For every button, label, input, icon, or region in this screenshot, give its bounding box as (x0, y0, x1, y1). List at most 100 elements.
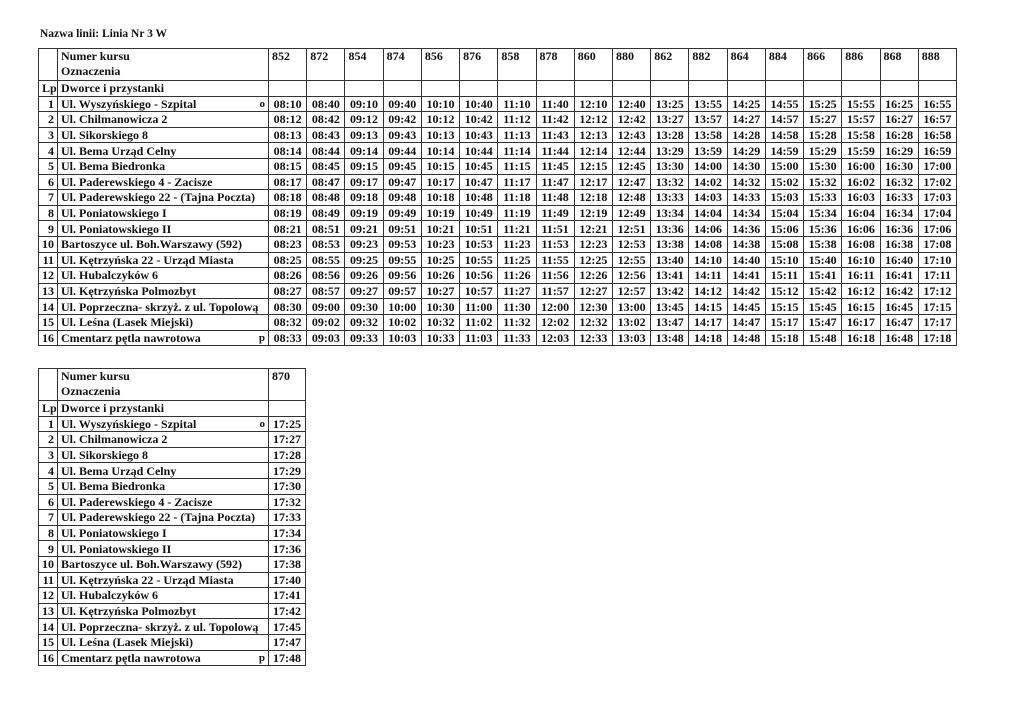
stop-number: 1 (38, 415, 58, 433)
departure-time: 09:23 (344, 235, 384, 253)
stop-name-wrap: Ul. Kętrzyńska Polmozbyt (61, 604, 265, 618)
departure-time: 17:34 (268, 524, 306, 542)
stop-name: Ul. Poprzeczna- skrzyż. z ul. Topolową (61, 299, 259, 314)
departure-time: 12:03 (535, 329, 575, 347)
departure-time: 17:38 (268, 555, 306, 573)
departure-time: 15:10 (764, 251, 805, 269)
departure-time: 13:42 (650, 282, 690, 300)
stop-name: Ul. Sikorskiego 8 (61, 448, 149, 463)
marks-label: Oznaczenia (61, 64, 121, 78)
departure-time: 09:43 (382, 126, 422, 144)
departure-time: 08:40 (306, 95, 346, 113)
departure-time: 10:47 (459, 173, 499, 191)
stop-name: Ul. Chilmanowicza 2 (61, 432, 168, 447)
stop-name: Ul. Wyszyńskiego - Szpital (61, 416, 197, 431)
departure-time: 09:21 (344, 220, 384, 237)
empty-cell (841, 80, 881, 97)
departure-time: 11:44 (535, 142, 575, 159)
departure-time: 12:49 (611, 204, 652, 222)
departure-time: 10:33 (420, 329, 461, 347)
empty-cell (917, 80, 958, 97)
stop-number: 16 (38, 329, 58, 347)
departure-time: 10:25 (420, 251, 461, 269)
course-label-cell: Numer kursu Oznaczenia (57, 368, 269, 401)
departure-time: 16:03 (841, 189, 881, 206)
departure-time: 08:27 (267, 282, 308, 300)
departure-time: 13:55 (688, 95, 728, 113)
departure-time: 12:30 (573, 298, 613, 315)
stop-row: 7 Ul. Paderewskiego 22 - (Tajna Poczta) 08… (38, 189, 958, 206)
departure-time: 16:27 (879, 111, 919, 128)
stop-mark: p (258, 331, 265, 344)
departure-time: 16:18 (841, 329, 881, 347)
departure-time: 11:18 (497, 189, 537, 206)
stop-name-wrap: Ul. Bema Urząd Celny (61, 464, 265, 478)
departure-time: 14:25 (726, 95, 766, 113)
stop-name-wrap: Ul. Bema Biedronka (61, 159, 265, 173)
course-number: 854 (344, 48, 384, 81)
stop-name-wrap: Ul. Poniatowskiego II (61, 542, 265, 556)
departure-time: 15:00 (764, 157, 805, 175)
departure-time: 08:45 (306, 157, 346, 175)
stop-name-cell: Ul. Sikorskiego 8 (57, 446, 269, 464)
departure-time: 10:00 (382, 298, 422, 315)
departure-time: 13:38 (650, 235, 690, 253)
course-number: 864 (726, 48, 766, 81)
departure-time: 09:15 (344, 157, 384, 175)
stop-row: 7 Ul. Paderewskiego 22 - (Tajna Poczta) 17… (38, 509, 306, 526)
departure-time: 16:38 (879, 235, 919, 253)
departure-time: 09:14 (344, 142, 384, 159)
departure-time: 10:15 (420, 157, 461, 175)
departure-time: 15:58 (841, 126, 881, 144)
departure-time: 11:15 (497, 157, 537, 175)
departure-time: 13:02 (611, 313, 652, 331)
stop-name-cell: Ul. Poprzeczna- skrzyż. z ul. Topolową (57, 618, 269, 635)
stop-name-cell: Bartoszyce ul. Boh.Warszawy (592) (57, 555, 269, 573)
stop-name-cell: Ul. Hubalczyków 6 (57, 267, 269, 284)
header-row: Numer kursu Oznaczenia 852 872 854 874 856 876 8… (38, 48, 958, 81)
course-number: 880 (611, 48, 652, 81)
departure-time: 17:42 (268, 602, 306, 620)
stop-number: 10 (38, 235, 58, 253)
departure-time: 15:57 (841, 111, 881, 128)
departure-time: 17:36 (268, 540, 306, 557)
departure-time: 17:03 (917, 189, 958, 206)
empty-cell (688, 80, 728, 97)
departure-time: 14:27 (726, 111, 766, 128)
stop-mark: p (258, 651, 265, 664)
departure-time: 11:17 (497, 173, 537, 191)
departure-time: 10:18 (420, 189, 461, 206)
departure-time: 17:15 (917, 298, 958, 315)
stop-name-cell: Ul. Bema Biedronka (57, 157, 269, 175)
departure-time: 14:15 (688, 298, 728, 315)
departure-time: 17:17 (917, 313, 958, 331)
empty-cell (267, 80, 308, 97)
stop-name-wrap: Ul. Kętrzyńska 22 - Urząd Miasta (61, 573, 265, 587)
subheader-row: Lp Dworce i przystanki (38, 80, 958, 97)
stop-name-wrap: Ul. Leśna (Lasek Miejski) (61, 315, 265, 329)
departure-time: 12:00 (535, 298, 575, 315)
departure-time: 08:10 (267, 95, 308, 113)
stop-name-cell: Ul. Hubalczyków 6 (57, 587, 269, 604)
course-number: 870 (268, 368, 306, 401)
departure-time: 17:27 (268, 431, 306, 448)
stop-row: 15 Ul. Leśna (Lasek Miejski) 17:47 (38, 633, 306, 651)
stop-number: 14 (38, 618, 58, 635)
departure-time: 08:25 (267, 251, 308, 269)
departure-time: 16:00 (841, 157, 881, 175)
departure-time: 10:30 (420, 298, 461, 315)
departure-time: 16:30 (879, 157, 919, 175)
stop-row: 1 Ul. Wyszyńskiego - Szpital o 17:25 (38, 415, 306, 433)
course-number: 866 (803, 48, 843, 81)
stop-number: 6 (38, 173, 58, 191)
departure-time: 11:02 (459, 313, 499, 331)
departure-time: 10:49 (459, 204, 499, 222)
departure-time: 11:00 (459, 298, 499, 315)
stop-row: 3 Ul. Sikorskiego 8 08:13 08:43 09:13 09:43 10… (38, 126, 958, 144)
departure-time: 15:15 (764, 298, 805, 315)
departure-time: 09:40 (382, 95, 422, 113)
departure-time: 13:59 (688, 142, 728, 159)
stop-name-cell: Bartoszyce ul. Boh.Warszawy (592) (57, 235, 269, 253)
departure-time: 08:42 (306, 111, 346, 128)
stop-number: 1 (38, 95, 58, 113)
